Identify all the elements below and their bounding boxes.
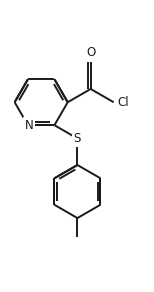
Text: Cl: Cl (118, 96, 129, 109)
Text: S: S (74, 132, 81, 145)
Text: N: N (25, 119, 34, 132)
Text: O: O (86, 46, 95, 59)
